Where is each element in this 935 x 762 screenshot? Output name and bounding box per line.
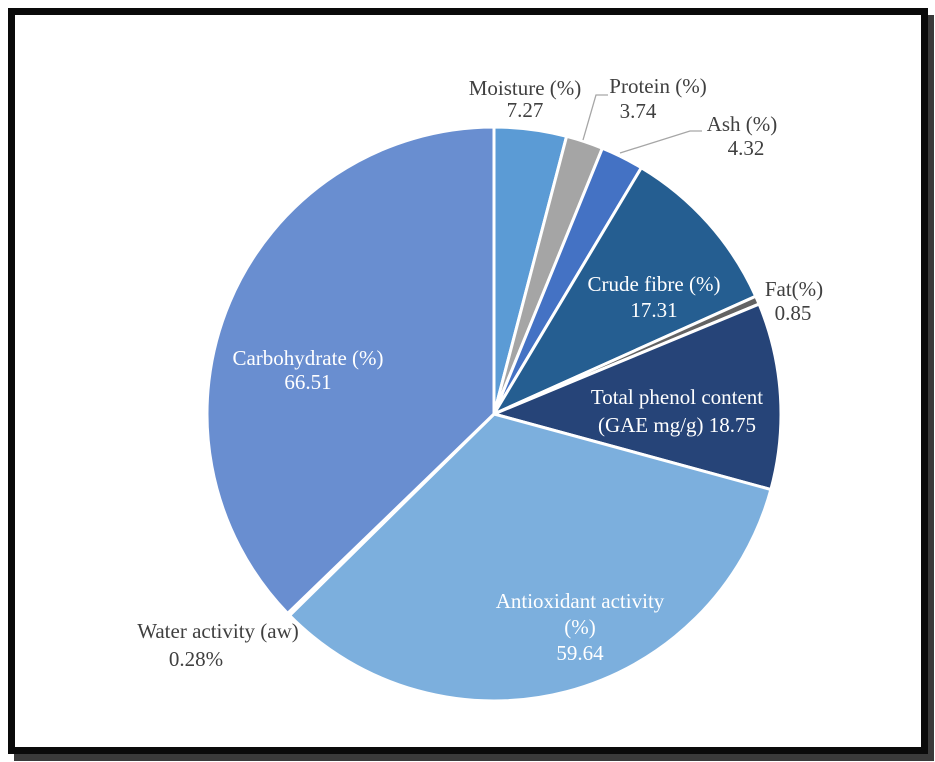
data-label-antioxidant-activity: 59.64 — [556, 641, 604, 665]
data-label-value-ash: 4.32 — [728, 136, 765, 160]
pie-slice-total-phenol-content-gae-mg-g — [492, 302, 783, 492]
data-label-ash: Ash (%) — [707, 112, 778, 136]
data-label-protein: Protein (%) — [609, 74, 706, 98]
leader-line-ash — [619, 130, 702, 154]
data-label-antioxidant-activity: Antioxidant activity — [496, 589, 665, 613]
data-label-value-moisture: 7.27 — [507, 98, 544, 122]
data-label-total-phenol-content-gae-mg-g: Total phenol content — [591, 385, 763, 409]
data-label-total-phenol-content-gae-mg-g: (GAE mg/g) 18.75 — [598, 413, 756, 437]
data-label-crude-fibre: Crude fibre (%) — [588, 272, 721, 296]
pie-slice-carbohydrate — [205, 125, 496, 615]
data-label-carbohydrate: Carbohydrate (%) — [232, 346, 383, 370]
data-label-water-activity-aw: Water activity (aw) — [137, 619, 299, 643]
data-label-fat: Fat(%) — [765, 277, 823, 301]
data-label-value-carbohydrate: 66.51 — [284, 370, 331, 394]
data-label-value-water-activity-aw: 0.28% — [169, 647, 223, 671]
data-label-value-fat: 0.85 — [775, 301, 812, 325]
data-label-antioxidant-activity: (%) — [564, 615, 595, 639]
data-label-moisture: Moisture (%) — [469, 76, 582, 100]
pie-slice-antioxidant-activity — [288, 412, 773, 703]
data-label-value-protein: 3.74 — [620, 99, 657, 123]
leader-line-protein — [582, 94, 608, 141]
pie-slice-crude-fibre — [492, 166, 758, 416]
data-label-value-crude-fibre: 17.31 — [630, 298, 677, 322]
